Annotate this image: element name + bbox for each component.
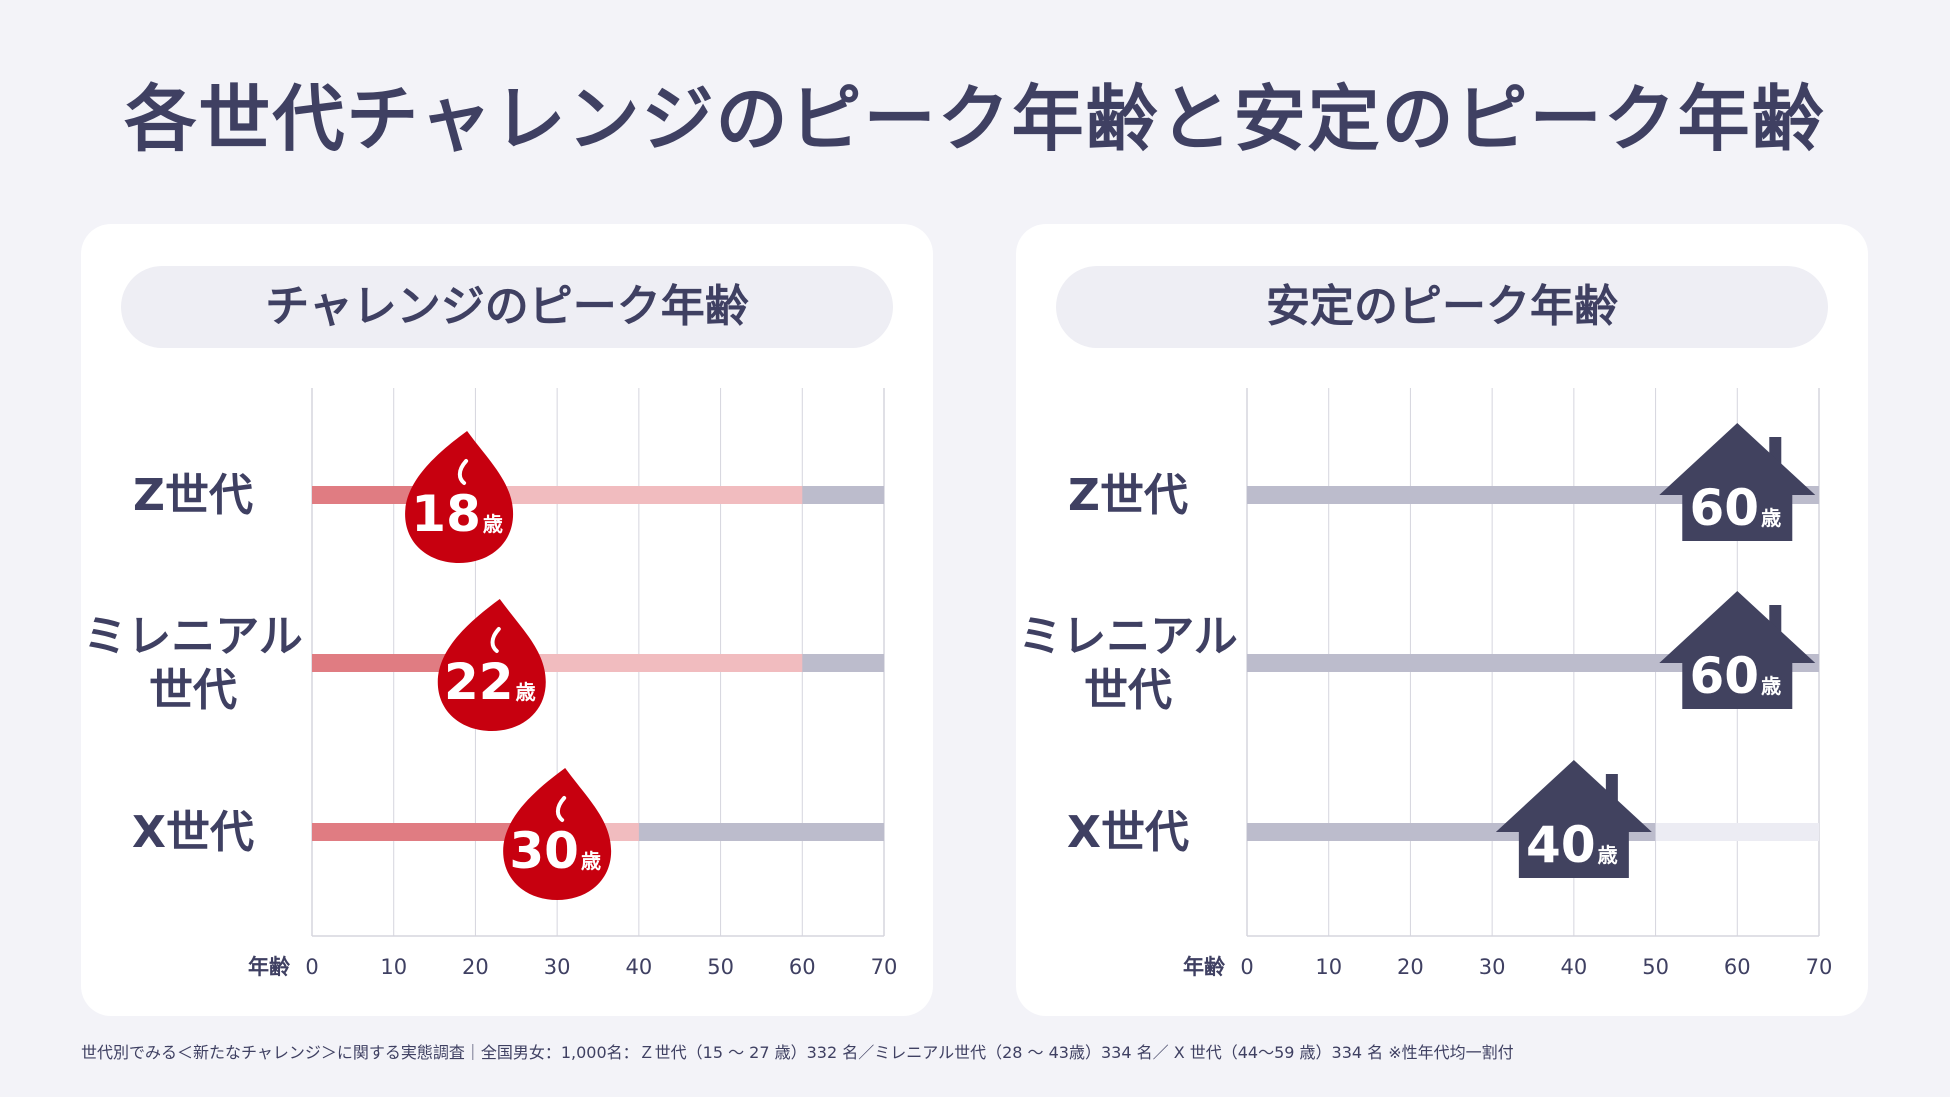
category-label: Z世代 <box>1068 470 1188 521</box>
x-tick-label: 50 <box>1642 955 1669 979</box>
flame-icon: 30 歳 <box>503 768 612 900</box>
category-label: ミレニアル世代 <box>83 611 303 716</box>
flame-highlight <box>490 627 501 653</box>
house-shape <box>1659 591 1816 709</box>
value-label: 60 歳 <box>1689 647 1781 705</box>
page-title: 各世代チャレンジのピーク年齢と安定のピーク年齢 <box>124 77 1826 161</box>
flame-shape <box>437 599 546 731</box>
house-icon: 60 歳 <box>1659 591 1816 709</box>
house-shape <box>1659 423 1816 541</box>
house-shape <box>1495 760 1652 878</box>
x-axis-label: 年齢 <box>248 955 291 979</box>
x-tick-label: 70 <box>871 955 898 979</box>
house-icon: 40 歳 <box>1495 760 1652 878</box>
stable-panel-title: 安定のピーク年齢 <box>1056 266 1828 348</box>
x-tick-label: 20 <box>1397 955 1424 979</box>
x-tick-label: 40 <box>1560 955 1587 979</box>
value-label: 22 歳 <box>444 653 536 711</box>
value-label: 30 歳 <box>509 822 601 880</box>
flame-highlight <box>555 796 567 822</box>
x-tick-label: 60 <box>1724 955 1751 979</box>
value-label: 60 歳 <box>1689 479 1781 537</box>
x-tick-label: 70 <box>1806 955 1833 979</box>
x-axis-label: 年齢 <box>1183 955 1226 979</box>
value-label: 40 歳 <box>1526 816 1618 874</box>
category-label: Z世代 <box>133 470 253 521</box>
x-tick-label: 0 <box>305 955 318 979</box>
category-label: ミレニアル世代 <box>1018 611 1238 716</box>
flame-shape <box>405 431 514 563</box>
category-label: X世代 <box>132 807 254 858</box>
stable-panel: 安定のピーク年齢 0 10 20 30 40 50 60 70 年齢 Z世代 60 歳ミレニアル世代 6… <box>1016 224 1868 1016</box>
flame-icon: 18 歳 <box>405 431 514 563</box>
house-icon: 60 歳 <box>1659 423 1816 541</box>
flame-icon: 22 歳 <box>437 599 546 731</box>
challenge-panel: チャレンジのピーク年齢 0 10 20 30 40 50 60 70 年齢 Z世代 18 歳ミレニアル… <box>81 224 933 1016</box>
x-tick-label: 10 <box>1315 955 1342 979</box>
x-tick-label: 60 <box>789 955 816 979</box>
x-tick-label: 30 <box>544 955 571 979</box>
x-tick-label: 30 <box>1479 955 1506 979</box>
x-tick-label: 20 <box>462 955 489 979</box>
value-label: 18 歳 <box>411 485 503 543</box>
challenge-value-bar <box>312 823 558 841</box>
x-tick-label: 50 <box>707 955 734 979</box>
category-label: X世代 <box>1067 807 1189 858</box>
survey-footnote: 世代別でみる＜新たなチャレンジ＞に関する実態調査｜全国男女：1,000名：Ｚ世代… <box>81 1043 1514 1062</box>
flame-highlight <box>457 459 469 485</box>
flame-shape <box>503 768 612 900</box>
challenge-panel-title: チャレンジのピーク年齢 <box>121 266 893 348</box>
x-tick-label: 10 <box>380 955 407 979</box>
x-tick-label: 0 <box>1240 955 1253 979</box>
x-tick-label: 40 <box>625 955 652 979</box>
